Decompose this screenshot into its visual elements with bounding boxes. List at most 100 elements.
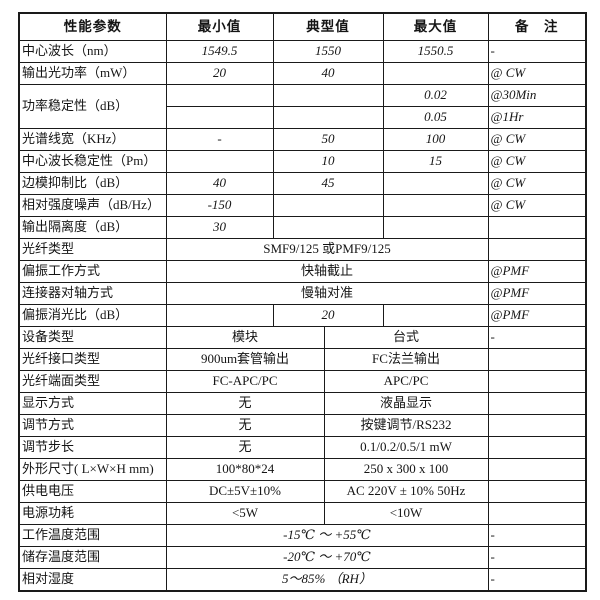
param-cell: 中心波长（nm） bbox=[18, 40, 167, 63]
value-cell-left: 无 bbox=[165, 392, 325, 415]
note-cell bbox=[487, 414, 587, 437]
value-cell-min bbox=[165, 150, 274, 173]
value-cell-typical: 40 bbox=[272, 62, 384, 85]
param-cell: 调节方式 bbox=[18, 414, 167, 437]
table-row: 供电电压 DC±5V±10% AC 220V ± 10% 50Hz bbox=[18, 480, 587, 503]
value-cell-min bbox=[165, 84, 274, 107]
param-cell: 边模抑制比（dB） bbox=[18, 172, 167, 195]
header-min: 最小值 bbox=[165, 12, 274, 41]
param-cell: 电源功耗 bbox=[18, 502, 167, 525]
value-cell-right: <10W bbox=[323, 502, 489, 525]
note-cell: @ CW bbox=[487, 172, 587, 195]
value-cell-min: -150 bbox=[165, 194, 274, 217]
value-cell-right: AC 220V ± 10% 50Hz bbox=[323, 480, 489, 503]
note-cell bbox=[487, 480, 587, 503]
table-row: 连接器对轴方式 慢轴对准 @PMF bbox=[18, 282, 587, 305]
value-cell-min: - bbox=[165, 128, 274, 151]
note-cell: @PMF bbox=[487, 260, 587, 283]
value-cell-left: 无 bbox=[165, 414, 325, 437]
param-cell: 相对强度噪声（dB/Hz） bbox=[18, 194, 167, 217]
note-cell: @ CW bbox=[487, 150, 587, 173]
header-typical: 典型值 bbox=[272, 12, 384, 41]
table-row: 边模抑制比（dB） 40 45 @ CW bbox=[18, 172, 587, 195]
value-cell-min bbox=[165, 106, 274, 129]
table-row: 光谱线宽（KHz） -50 100 @ CW bbox=[18, 128, 587, 151]
header-row: 性能参数 最小值 典型值 最大值 备 注 bbox=[18, 12, 587, 41]
note-cell bbox=[487, 348, 587, 371]
param-cell: 光纤端面类型 bbox=[18, 370, 167, 393]
param-cell: 输出光功率（mW） bbox=[18, 62, 167, 85]
note-cell bbox=[487, 370, 587, 393]
spec-table: 性能参数 最小值 典型值 最大值 备 注 中心波长（nm） 1549.5 1550 1… bbox=[18, 12, 587, 592]
value-cell-right: 台式 bbox=[323, 326, 489, 349]
value-cell-typical bbox=[272, 194, 384, 217]
param-cell: 输出隔离度（dB） bbox=[18, 216, 167, 239]
value-cell-typical: 50 bbox=[272, 128, 384, 151]
header-note: 备 注 bbox=[487, 12, 587, 41]
value-cell-typical: 20 bbox=[272, 304, 384, 327]
note-cell: - bbox=[487, 40, 587, 63]
note-cell bbox=[487, 458, 587, 481]
table-row: 偏振消光比（dB） 20 @PMF bbox=[18, 304, 587, 327]
table-row: 显示方式无液晶显示 bbox=[18, 392, 587, 415]
value-cell-left: 100*80*24 bbox=[165, 458, 325, 481]
param-cell: 供电电压 bbox=[18, 480, 167, 503]
value-cell-max bbox=[382, 172, 489, 195]
table-row: 调节方式无按键调节/RS232 bbox=[18, 414, 587, 437]
table-row: 电源功耗 <5W <10W bbox=[18, 502, 587, 525]
value-cell-typical: 10 bbox=[272, 150, 384, 173]
value-cell-max bbox=[382, 194, 489, 217]
param-cell: 功率稳定性（dB） bbox=[18, 84, 167, 129]
value-cell: SMF9/125 或PMF9/125 bbox=[165, 238, 489, 261]
value-cell: -20℃ ～ +70℃ bbox=[165, 546, 489, 569]
value-cell-left: 模块 bbox=[165, 326, 325, 349]
table-row: 调节步长无 0.1/0.2/0.5/1 mW bbox=[18, 436, 587, 459]
note-cell: @ CW bbox=[487, 62, 587, 85]
value-cell-typical bbox=[272, 216, 384, 239]
value-cell-left: FC-APC/PC bbox=[165, 370, 325, 393]
table-row: 光纤接口类型 900um套管输出 FC法兰输出 bbox=[18, 348, 587, 371]
value-cell-typical: 45 bbox=[272, 172, 384, 195]
param-cell: 光纤接口类型 bbox=[18, 348, 167, 371]
param-cell: 中心波长稳定性（Pm） bbox=[18, 150, 167, 173]
table-row: 中心波长（nm） 1549.5 1550 1550.5- bbox=[18, 40, 587, 63]
param-cell: 连接器对轴方式 bbox=[18, 282, 167, 305]
note-cell: @PMF bbox=[487, 282, 587, 305]
table-row: 设备类型 模块 台式 - bbox=[18, 326, 587, 349]
value-cell-right: 0.1/0.2/0.5/1 mW bbox=[323, 436, 489, 459]
note-cell bbox=[487, 392, 587, 415]
value-cell-left: 900um套管输出 bbox=[165, 348, 325, 371]
table-row: 功率稳定性（dB） 0.02 @30Min bbox=[18, 84, 587, 129]
table-row: 外形尺寸( L×W×H mm) 100*80*24 250 x 300 x 100 bbox=[18, 458, 587, 481]
value-cell: -15℃ ～ +55℃ bbox=[165, 524, 489, 547]
note-cell: - bbox=[487, 546, 587, 569]
note-cell: - bbox=[487, 326, 587, 349]
table-row: 光纤类型 SMF9/125 或PMF9/125 bbox=[18, 238, 587, 261]
table-row: 0.05 @1Hr bbox=[19, 106, 587, 129]
value-cell-max: 100 bbox=[382, 128, 489, 151]
value-cell-min: 1549.5 bbox=[165, 40, 274, 63]
value-cell-right: 液晶显示 bbox=[323, 392, 489, 415]
value-cell-min: 30 bbox=[165, 216, 274, 239]
value-cell-left: 无 bbox=[165, 436, 325, 459]
note-cell bbox=[487, 238, 587, 261]
param-cell: 储存温度范围 bbox=[18, 546, 167, 569]
value-cell: 慢轴对准 bbox=[165, 282, 489, 305]
param-cell: 外形尺寸( L×W×H mm) bbox=[18, 458, 167, 481]
header-max: 最大值 bbox=[382, 12, 489, 41]
table-row: 中心波长稳定性（Pm） 10 15 @ CW bbox=[18, 150, 587, 173]
value-cell-typical bbox=[272, 106, 384, 129]
note-cell: @1Hr bbox=[487, 106, 587, 129]
value-cell-min: 20 bbox=[165, 62, 274, 85]
value-cell-max: 0.02 bbox=[382, 84, 489, 107]
param-cell: 工作温度范围 bbox=[18, 524, 167, 547]
table-row: 输出隔离度（dB） 30 bbox=[18, 216, 587, 239]
note-cell bbox=[487, 502, 587, 525]
value-cell-max bbox=[382, 216, 489, 239]
table-row: 光纤端面类型 FC-APC/PC APC/PC bbox=[18, 370, 587, 393]
table-row: 相对湿度 5～85% （RH） - bbox=[18, 568, 587, 592]
note-cell: @ CW bbox=[487, 194, 587, 217]
table-row: 相对强度噪声（dB/Hz） -150 @ CW bbox=[18, 194, 587, 217]
value-cell-max: 1550.5 bbox=[382, 40, 489, 63]
value-cell-right: 按键调节/RS232 bbox=[323, 414, 489, 437]
